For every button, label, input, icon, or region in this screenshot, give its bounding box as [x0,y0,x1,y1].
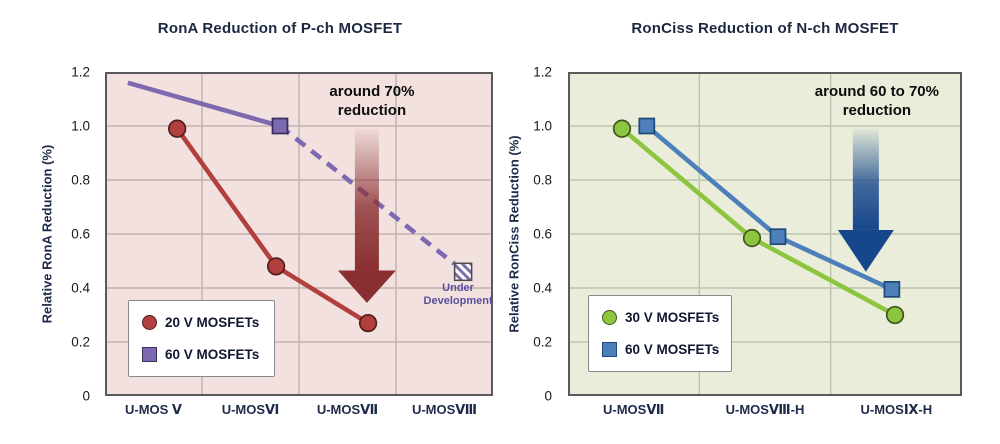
x-tick: U-MOSⅨ-H [860,402,933,417]
chart-title: RonA Reduction of P-ch MOSFET [157,20,403,37]
y-tick: 1.0 [533,118,552,134]
x-tick: U-MOSⅥ [221,402,280,417]
x-tick: U-MOSⅦ [603,402,665,417]
legend-marker-circle-icon [602,310,617,326]
x-axis-labels: U-MOS Ⅴ U-MOSⅥ U-MOSⅦ U-MOSⅧ [105,402,493,422]
legend-item: 30 V MOSFETs [602,310,731,326]
annotation-line: around 70% [329,83,415,100]
x-axis-labels: U-MOSⅦ U-MOSⅧ-H U-MOSⅨ-H [568,402,962,422]
x-tick: U-MOS Ⅴ [124,402,183,417]
plot-area: around 70% reduction Under Development 2… [105,72,493,396]
y-tick: 0.6 [533,226,552,242]
legend-label: 30 V MOSFETs [625,310,720,326]
y-tick: 0.4 [71,280,90,296]
reduction-annotation: around 70% reduction [329,82,414,120]
y-axis-ticks: 1.2 1.0 0.8 0.6 0.4 0.2 0 [52,65,98,404]
y-tick: 0.8 [533,172,552,188]
legend-label: 60 V MOSFETs [165,346,260,362]
y-tick: 0.6 [71,226,90,242]
y-tick: 1.0 [71,118,90,134]
annotation-line: around 60 to 70% [814,83,939,100]
chart-panel-n-ch: RonCiss Reduction of N-ch MOSFET Relativ… [500,0,1000,444]
chart-panel-p-ch: RonA Reduction of P-ch MOSFET Relative R… [40,20,493,422]
annotation-line: reduction [337,102,407,120]
legend-item: 20 V MOSFETs [142,315,274,331]
y-tick: 0 [82,388,90,404]
y-tick: 1.2 [71,64,90,80]
y-axis-ticks: 1.2 1.0 0.8 0.6 0.4 0.2 0 [514,65,560,404]
y-tick: 0.8 [71,172,90,188]
under-development-label: Under Development [423,282,493,308]
legend-label: 20 V MOSFETs [165,315,260,331]
legend-item: 60 V MOSFETs [142,346,274,362]
x-tick: U-MOSⅦ [316,402,379,417]
y-tick: 1.2 [533,64,552,80]
y-tick: 0 [544,388,552,404]
legend-marker-square-icon [142,346,157,362]
y-tick: 0.2 [533,334,552,350]
x-tick: U-MOSⅧ-H [725,402,805,417]
legend: 30 V MOSFETs 60 V MOSFETs [588,295,732,372]
plot-area: around 60 to 70% reduction 30 V MOSFETs … [568,72,962,396]
chart-title: RonCiss Reduction of N-ch MOSFET [631,20,899,37]
annotation-line: reduction [842,102,912,120]
y-tick: 0.4 [533,280,552,296]
legend-item: 60 V MOSFETs [602,341,731,357]
reduction-annotation: around 60 to 70% reduction [815,82,939,120]
legend-label: 60 V MOSFETs [625,341,720,357]
legend-marker-square-icon [602,341,617,357]
y-tick: 0.2 [71,334,90,350]
legend: 20 V MOSFETs 60 V MOSFETs [128,300,275,377]
legend-marker-circle-icon [142,315,157,331]
x-tick: U-MOSⅧ [411,402,478,417]
